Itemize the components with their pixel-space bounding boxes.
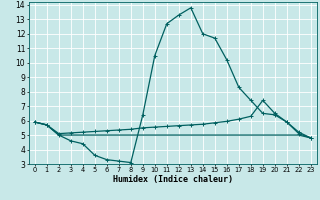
X-axis label: Humidex (Indice chaleur): Humidex (Indice chaleur) (113, 175, 233, 184)
